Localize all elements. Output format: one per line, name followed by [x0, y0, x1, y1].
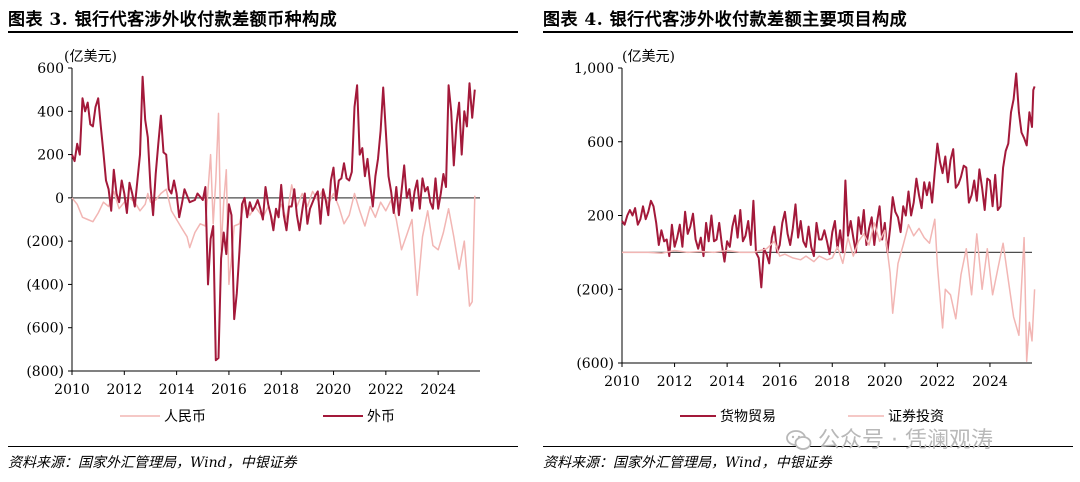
- x-tick-label: 2024: [420, 382, 456, 398]
- series-line-2: [622, 218, 1036, 362]
- x-tick-label: 2020: [867, 374, 903, 390]
- x-tick-label: 2022: [368, 382, 404, 398]
- x-tick-label: 2018: [263, 382, 299, 398]
- legend-label: 外币: [367, 409, 395, 425]
- y-tick-label: (600): [576, 356, 614, 372]
- x-tick-label: 2012: [106, 382, 142, 398]
- x-tick-label: 2016: [762, 374, 798, 390]
- chart-1-title: 图表 3. 银行代客涉外收付款差额币种构成: [8, 10, 338, 30]
- wechat-icon: [786, 430, 812, 450]
- legend-label: 货物贸易: [720, 408, 776, 425]
- legend-label: 人民币: [164, 409, 206, 425]
- y-tick-label: 200: [37, 148, 64, 164]
- chart-1-source-rule: [8, 446, 518, 447]
- x-tick-label: 2010: [54, 382, 90, 398]
- chart-2-source: 资料来源：国家外汇管理局，Wind，中银证券: [543, 455, 832, 471]
- chart-1-source: 资料来源：国家外汇管理局，Wind，中银证券: [8, 455, 297, 471]
- y-tick-label: 0: [55, 191, 64, 207]
- watermark: 公众号 · 凭澜观涛: [786, 422, 993, 454]
- watermark-text: 公众号 · 凭澜观涛: [818, 428, 993, 453]
- series-line-2: [71, 75, 476, 362]
- y-tick-label: 600: [587, 135, 614, 151]
- chart-1-title-rule: [8, 31, 518, 33]
- y-tick-label: 400: [37, 104, 64, 120]
- x-tick-label: 2014: [159, 382, 195, 398]
- x-tick-label: 2018: [814, 374, 850, 390]
- y-tick-label: 1,000: [574, 61, 614, 77]
- x-tick-label: 2010: [604, 374, 640, 390]
- series-line-1: [71, 112, 476, 307]
- chart-1: (亿美元)600 400 200 0 (200) (400) (600) (800) 2010 2…: [26, 49, 480, 425]
- y-tick-label: (200): [26, 234, 64, 250]
- chart-2-title-rule: [543, 31, 1073, 33]
- y-tick-label: (400): [26, 277, 64, 293]
- chart-2: (亿美元) 1,000 600 200 (200) (600) 2010 2012 2014 20…: [574, 49, 1036, 425]
- y-tick-label: 600: [37, 61, 64, 77]
- y-unit-label: (亿美元): [622, 49, 675, 65]
- x-tick-label: 2012: [657, 374, 693, 390]
- x-tick-label: 2022: [920, 374, 956, 390]
- x-tick-label: 2020: [316, 382, 352, 398]
- y-unit-label: (亿美元): [64, 49, 117, 65]
- chart-2-title: 图表 4. 银行代客涉外收付款差额主要项目构成: [543, 10, 908, 30]
- y-tick-label: 200: [587, 209, 614, 225]
- series-line-1: [621, 72, 1036, 289]
- x-tick-label: 2014: [709, 374, 745, 390]
- x-tick-label: 2016: [211, 382, 247, 398]
- x-tick-label: 2024: [972, 374, 1008, 390]
- legend-label: 证券投资: [888, 409, 944, 425]
- y-tick-label: (200): [576, 282, 614, 298]
- y-tick-label: (600): [26, 321, 64, 337]
- y-tick-label: (800): [26, 364, 64, 380]
